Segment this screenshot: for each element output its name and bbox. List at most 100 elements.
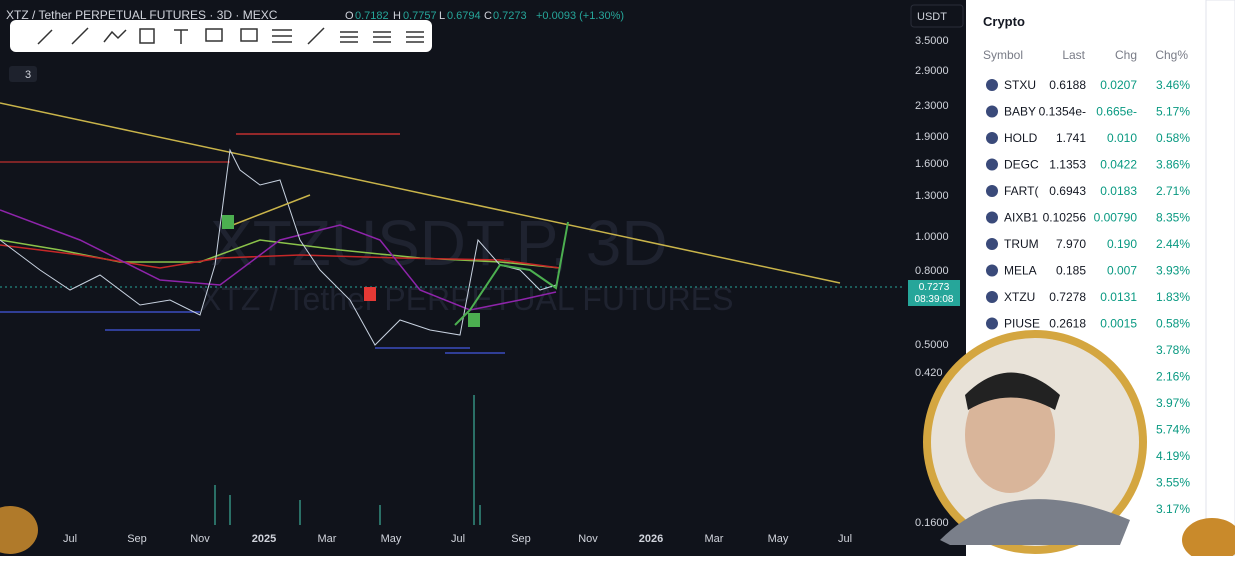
symbol: TRUM: [1004, 237, 1039, 251]
time-label: Jul: [838, 533, 852, 545]
drawing-toolbar: [10, 20, 432, 52]
price-label: 2.9000: [915, 65, 949, 77]
symbol: PIUSE: [1004, 317, 1040, 331]
chgpct: 4.19%: [1156, 449, 1190, 463]
last: 0.7278: [1049, 290, 1086, 304]
time-label: Jul: [63, 533, 77, 545]
currency: USDT: [917, 11, 947, 23]
price-tag-countdown: 08:39:08: [915, 294, 954, 305]
ohlc: O 0.7182 H 0.7757 L 0.6794 C 0.7273 +0.0…: [345, 10, 624, 22]
chart-bg: [0, 0, 966, 556]
price-label: 3.5000: [915, 35, 949, 47]
open: 0.7182: [355, 10, 389, 22]
chgpct: 5.74%: [1156, 423, 1190, 437]
chgpct: 1.83%: [1156, 290, 1190, 304]
chg: 0.00790: [1094, 211, 1138, 225]
time-label: 2026: [639, 533, 663, 545]
symbol-icon: [986, 291, 998, 303]
last: 0.1354e-: [1039, 105, 1086, 119]
last: 0.185: [1056, 264, 1086, 278]
column-header: Chg%: [1155, 48, 1188, 62]
price-label: 2.3000: [915, 100, 949, 112]
time-label: Mar: [318, 533, 337, 545]
corner-badge: [1182, 518, 1235, 561]
price-label: 1.0000: [915, 231, 949, 243]
time-label: Nov: [190, 533, 210, 545]
time-label: Nov: [578, 533, 598, 545]
chg: 0.190: [1107, 237, 1137, 251]
price-tag: [908, 280, 960, 306]
time-label: Sep: [127, 533, 147, 545]
column-header: Symbol: [983, 48, 1023, 62]
chg: 0.0422: [1100, 158, 1137, 172]
time-axis: Jul Sep Nov 2025 Mar May Jul Sep Nov 2026 Mar May Ju…: [63, 533, 852, 545]
watchlist-title[interactable]: Crypto: [983, 14, 1025, 29]
time-label: 2025: [252, 533, 276, 545]
column-header: Chg: [1115, 48, 1137, 62]
symbol: HOLD: [1004, 131, 1038, 145]
indicator-toggle[interactable]: [9, 66, 37, 82]
symbol-title[interactable]: XTZ / Tether PERPETUAL FUTURES · 3D · ME…: [6, 8, 278, 22]
chg: 0.665e-: [1096, 105, 1137, 119]
price-label: 0.420: [915, 367, 943, 379]
symbol: AIXB1: [1004, 211, 1038, 225]
symbol-icon: [986, 185, 998, 197]
corner-badge: [0, 506, 38, 554]
symbol-icon: [986, 264, 998, 277]
last: 1.1353: [1049, 158, 1086, 172]
column-header: Last: [1062, 48, 1085, 62]
symbol: STXU: [1004, 78, 1036, 92]
chg: 0.0183: [1100, 184, 1137, 198]
chgpct: 3.78%: [1156, 343, 1190, 357]
chg: 0.010: [1107, 131, 1137, 145]
chgpct: 3.97%: [1156, 396, 1190, 410]
toolbar-icons[interactable]: [37, 27, 424, 45]
last: 0.6188: [1049, 78, 1086, 92]
chgpct: 3.17%: [1156, 502, 1190, 516]
high: 0.7757: [403, 10, 437, 22]
time-label: Mar: [705, 533, 724, 545]
chgpct: 0.58%: [1156, 317, 1190, 331]
chgpct: 2.16%: [1156, 370, 1190, 384]
h-label: H: [393, 10, 401, 22]
price-label: 0.1600: [915, 517, 949, 529]
last: 0.2618: [1049, 317, 1086, 331]
right-toolbar: [1205, 0, 1235, 557]
low: 0.6794: [447, 10, 481, 22]
price-label: 1.3000: [915, 190, 949, 202]
last: 7.970: [1056, 237, 1086, 251]
price-axis: 3.5000 2.9000 2.3000 1.9000 1.6000 1.3000 1.00…: [915, 35, 949, 529]
chgpct: 0.58%: [1156, 131, 1190, 145]
currency-select[interactable]: [910, 4, 964, 28]
price-label: 0.8000: [915, 265, 949, 277]
time-label: May: [381, 533, 402, 545]
chgpct: 3.86%: [1156, 158, 1190, 172]
chg: 0.0015: [1100, 317, 1137, 331]
symbol-icon: [986, 238, 998, 250]
price-tag-price: 0.7273: [919, 282, 950, 293]
last: 0.10256: [1043, 211, 1087, 225]
price-label: 1.9000: [915, 131, 949, 143]
chg: 0.0131: [1100, 290, 1137, 304]
time-label: May: [768, 533, 789, 545]
chgpct: 3.46%: [1156, 78, 1190, 92]
chgpct: 5.17%: [1156, 105, 1190, 119]
symbol: FART(: [1004, 184, 1038, 198]
o-label: O: [345, 10, 354, 22]
chgpct: 3.55%: [1156, 476, 1190, 490]
l-label: L: [439, 10, 445, 22]
chg: 0.007: [1107, 264, 1137, 278]
symbol: MELA: [1004, 264, 1037, 278]
symbol-icon: [986, 105, 998, 118]
chgpct: 2.71%: [1156, 184, 1190, 198]
last: 1.741: [1056, 131, 1086, 145]
symbol: XTZU: [1004, 290, 1035, 304]
chgpct: 8.35%: [1156, 211, 1190, 225]
symbol-icon: [986, 158, 998, 171]
last: 0.6943: [1049, 184, 1086, 198]
chg: 0.0207: [1100, 78, 1137, 92]
change: +0.0093 (+1.30%): [536, 10, 624, 22]
chgpct: 3.93%: [1156, 264, 1190, 278]
